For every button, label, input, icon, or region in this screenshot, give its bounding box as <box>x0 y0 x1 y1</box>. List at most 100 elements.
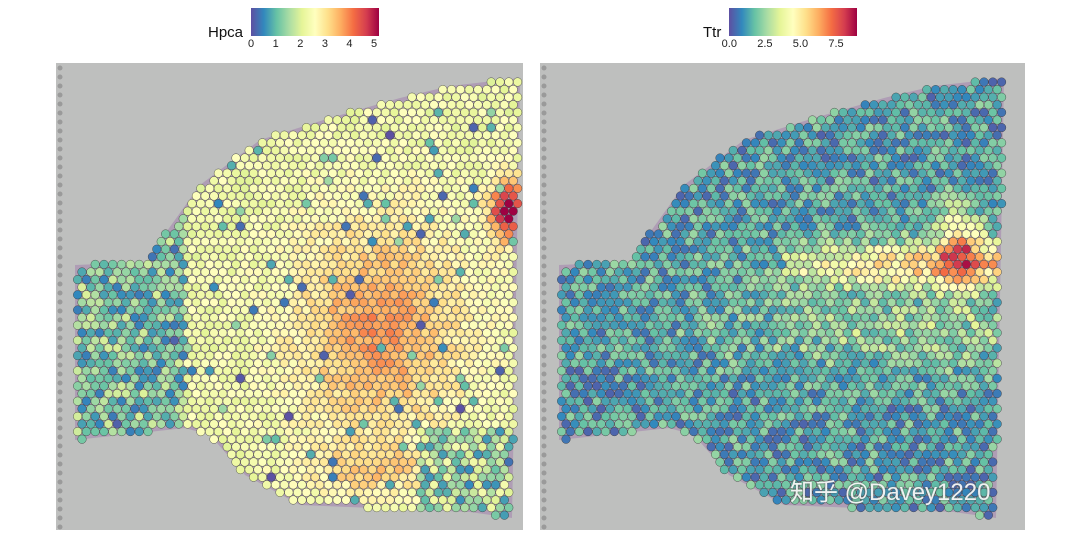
spot <box>513 168 523 178</box>
spot <box>394 465 404 475</box>
spot <box>992 100 1002 110</box>
spot <box>557 396 567 406</box>
spot <box>469 138 479 148</box>
fiducial-spot <box>541 272 547 278</box>
spot <box>425 229 435 239</box>
spot <box>631 252 641 262</box>
spot <box>196 427 206 437</box>
spot <box>328 427 338 437</box>
spot <box>213 259 223 269</box>
spot <box>988 427 998 437</box>
spot <box>460 275 470 285</box>
spot <box>73 366 83 376</box>
spot <box>341 358 351 368</box>
spot <box>425 244 435 254</box>
spot <box>953 244 963 254</box>
spot <box>411 480 421 490</box>
spot <box>878 191 888 201</box>
spot <box>477 427 487 437</box>
spot <box>887 404 897 414</box>
spot <box>227 419 237 429</box>
spot <box>900 229 910 239</box>
spot <box>592 275 602 285</box>
spot <box>988 123 998 133</box>
spot <box>429 252 439 262</box>
spot <box>803 214 813 224</box>
spot <box>156 237 166 247</box>
spot <box>781 191 791 201</box>
spot <box>464 495 474 505</box>
spot <box>350 358 360 368</box>
spot <box>429 465 439 475</box>
spot <box>174 328 184 338</box>
spot <box>235 161 245 171</box>
spot <box>218 343 228 353</box>
spot <box>403 495 413 505</box>
spot <box>697 320 707 330</box>
spot <box>900 457 910 467</box>
spot <box>407 138 417 148</box>
spot <box>931 191 941 201</box>
spot <box>99 381 109 391</box>
spot <box>345 411 355 421</box>
spot <box>737 419 747 429</box>
spot <box>491 297 501 307</box>
spot <box>200 191 210 201</box>
spot <box>671 351 681 361</box>
spot <box>288 434 298 444</box>
spot <box>143 427 153 437</box>
spot <box>873 320 883 330</box>
spot <box>420 480 430 490</box>
spot <box>425 366 435 376</box>
spot <box>803 427 813 437</box>
spot <box>332 358 342 368</box>
spot <box>812 183 822 193</box>
spot <box>341 252 351 262</box>
spot <box>702 176 712 186</box>
spot <box>957 267 967 277</box>
spot <box>508 130 518 140</box>
spot <box>455 358 465 368</box>
spot <box>627 335 637 345</box>
spot <box>376 495 386 505</box>
spot <box>975 510 985 520</box>
spot <box>350 282 360 292</box>
spot <box>645 259 655 269</box>
spot <box>662 214 672 224</box>
spot <box>860 130 870 140</box>
spot <box>658 267 668 277</box>
spot <box>99 290 109 300</box>
spot <box>183 282 193 292</box>
spot <box>350 130 360 140</box>
spot <box>975 267 985 277</box>
spot <box>429 404 439 414</box>
spot <box>825 206 835 216</box>
spot <box>891 335 901 345</box>
spot <box>319 168 329 178</box>
spot <box>807 252 817 262</box>
spot <box>838 123 848 133</box>
spot <box>183 237 193 247</box>
spot <box>499 373 509 383</box>
fiducial-spot <box>57 515 63 521</box>
spot <box>491 373 501 383</box>
spot <box>306 419 316 429</box>
spot <box>473 389 483 399</box>
spot <box>772 358 782 368</box>
spot <box>323 480 333 490</box>
spot <box>350 465 360 475</box>
spot <box>341 130 351 140</box>
spot <box>816 434 826 444</box>
spot <box>557 411 567 421</box>
spot <box>139 419 149 429</box>
spot <box>447 358 457 368</box>
spot <box>244 434 254 444</box>
spot <box>711 313 721 323</box>
spot <box>306 389 316 399</box>
spot <box>948 130 958 140</box>
spot <box>623 389 633 399</box>
spot <box>737 252 747 262</box>
spot <box>684 221 694 231</box>
spot <box>367 328 377 338</box>
spot <box>359 282 369 292</box>
